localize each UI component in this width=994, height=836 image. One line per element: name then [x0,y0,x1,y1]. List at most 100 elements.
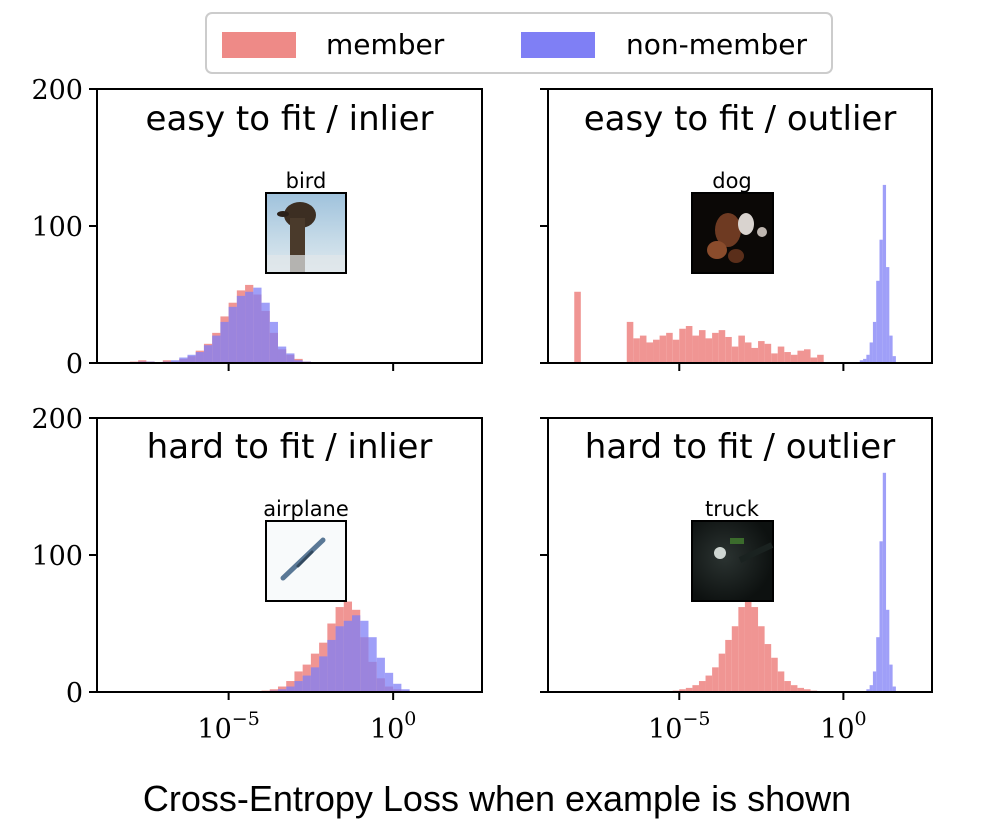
bar-member [698,681,706,692]
bar-non-member [879,239,883,363]
bar-member [574,291,581,363]
legend: member non-member [205,12,833,74]
bar-non-member [203,345,213,363]
bar-non-member [261,302,270,363]
bar-non-member [286,686,295,692]
bar-non-member [187,354,196,363]
bar-non-member [384,672,394,692]
bar-non-member [886,609,890,692]
series-non-member [269,615,410,692]
bar-non-member [212,335,221,363]
bar-non-member [892,356,896,363]
bar-member [744,598,752,692]
bar-non-member [360,620,369,692]
bar-member [790,354,798,363]
y-tick-label: 200 [31,75,83,106]
bar-non-member [253,287,262,363]
bar-non-member [171,360,180,363]
thumbnail-airplane [265,520,347,602]
bar-non-member [269,321,278,363]
bar-non-member [889,664,893,692]
bar-non-member [866,689,870,692]
bar-member [764,644,772,692]
bar-member [698,330,706,363]
bar-member [705,338,713,363]
example-label: dog [712,169,752,193]
bar-member [685,687,693,692]
bar-non-member [401,689,410,692]
bar-member [712,667,719,692]
bar-member [804,349,811,363]
example-label: truck [705,497,760,521]
bar-non-member [245,291,254,363]
x-tick-label: 100 [370,708,416,745]
y-tick-label: 100 [31,212,83,243]
bar-non-member [866,354,870,363]
bar-member [639,335,647,363]
panel-4: 10−5 100 hard to fit / outlier truck [540,417,933,745]
bar-non-member [277,346,287,363]
bar-member [725,639,732,692]
bar-member [692,335,699,363]
bar-non-member [335,626,344,692]
bar-non-member [892,686,896,692]
bar-member [797,350,804,363]
bar-member [666,332,673,363]
bar-non-member [876,280,880,363]
panel-1: 0 100 200 easy to fit / inlier bird [31,75,483,380]
bar-member [692,685,699,692]
bar-non-member [376,657,385,692]
bar-member [646,342,654,363]
bar-member [679,689,686,692]
bar-non-member [195,352,204,363]
bar-member [731,626,739,692]
bar-non-member [859,360,864,363]
legend-label-non-member: non-member [626,28,808,61]
bar-member [718,653,726,692]
bar-non-member [879,541,883,692]
x-tick-label: 100 [820,708,866,745]
bar-member [705,675,713,692]
bar-member [718,330,726,363]
bar-non-member [882,184,887,363]
panel-title: hard to fit / outlier [585,427,895,467]
bar-member [810,357,818,363]
panel-title: easy to fit / inlier [146,99,434,139]
bar-non-member [228,306,237,363]
bar-member [672,339,680,363]
bar-member [731,346,739,363]
bar-non-member [310,667,320,692]
bar-member [771,657,778,692]
x-tick-label: 10−5 [197,708,259,745]
bar-member [777,671,785,692]
bar-member [784,352,791,363]
bar-member [790,685,798,692]
x-tick-label: 10−5 [648,708,710,745]
bar-member [784,681,791,692]
panel-3: 0 100 200 10−5 100 hard to fit / inlier airpla… [31,404,483,745]
bar-member [758,626,765,692]
y-tick-label: 0 [66,349,83,380]
legend-frame [205,12,833,74]
legend-swatch-member [222,32,296,58]
panels: 0 100 200 easy to fit / inlier bird easy to f… [31,75,933,745]
series-non-member [859,184,896,363]
series-member [672,598,818,692]
x-axis-label: Cross-Entropy Loss when example is shown [142,778,852,819]
bar-member [751,347,759,363]
bar-non-member [179,357,188,363]
bar-member [777,346,785,363]
bar-non-member [302,675,311,692]
bar-non-member [886,267,890,363]
series-non-member [866,472,896,692]
legend-label-member: member [326,28,445,61]
bar-member [685,326,693,363]
y-tick-label: 0 [66,678,83,709]
bar-member [659,335,667,363]
panel-2: easy to fit / outlier dog [540,88,933,371]
bar-member [797,687,804,692]
bar-non-member [277,689,287,692]
y-tick-label: 200 [31,404,83,435]
bar-member [758,341,765,363]
bar-non-member [872,321,877,363]
